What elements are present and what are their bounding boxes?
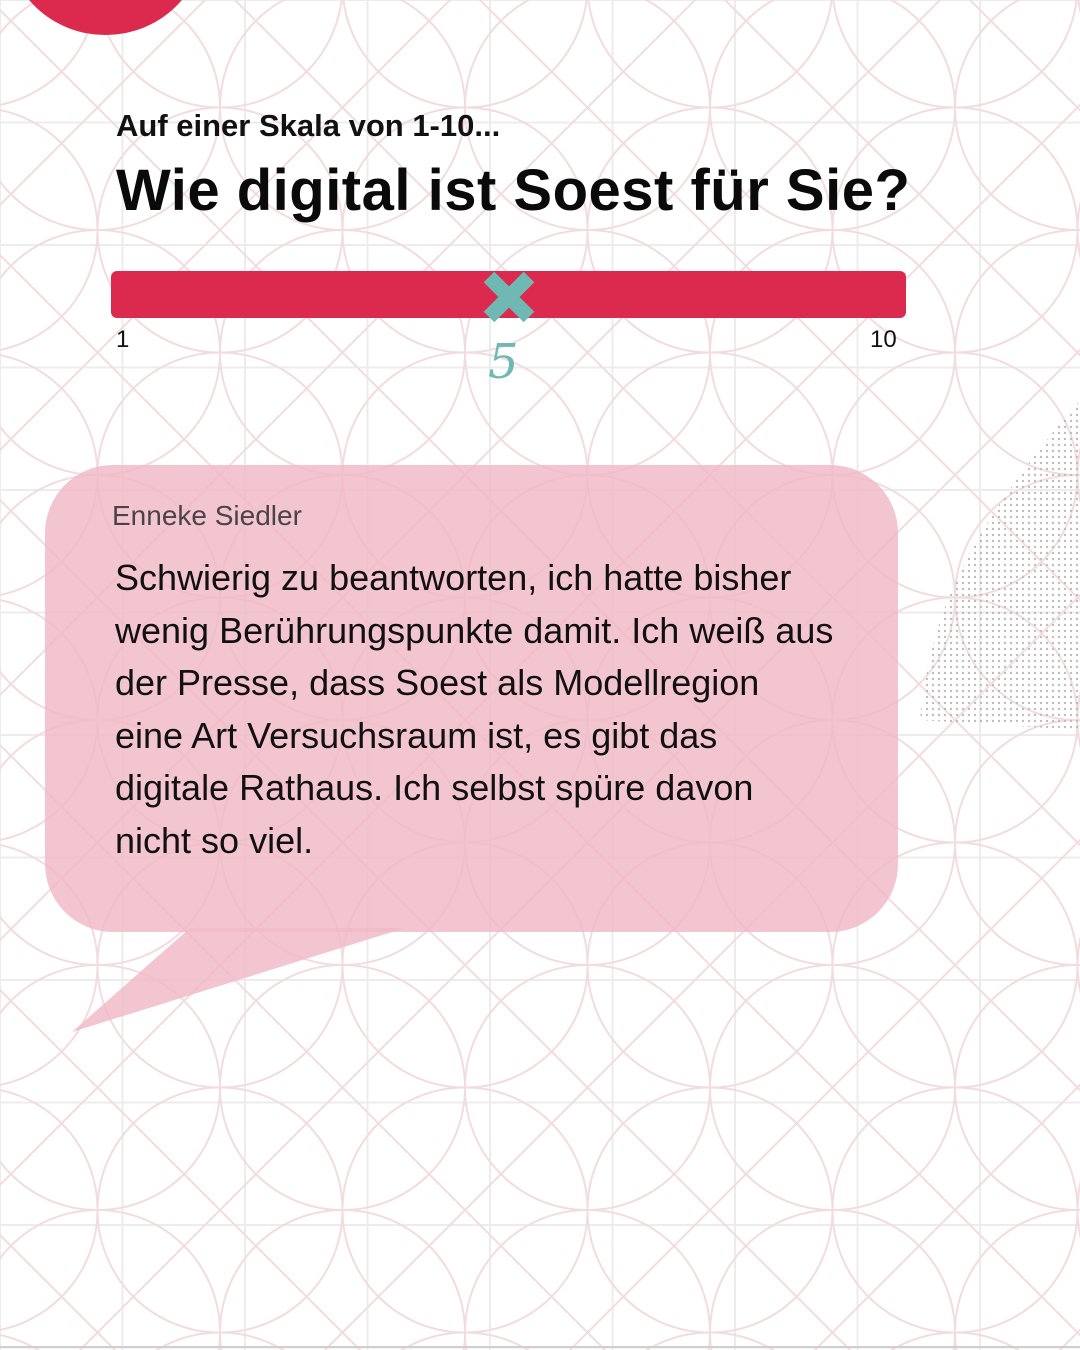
cross-icon [483, 271, 535, 323]
scale-max-label: 10 [870, 326, 897, 353]
bottom-divider [0, 1346, 1080, 1348]
quote-author: Enneke Siedler [112, 500, 302, 531]
question-subtitle: Auf einer Skala von 1-10... [116, 108, 501, 143]
question-headline: Wie digital ist Soest für Sie? [116, 158, 911, 223]
dot-pattern-decoration [920, 400, 1080, 730]
quote-text: Schwierig zu beantworten, ich hatte bish… [115, 557, 834, 861]
speech-bubble [45, 465, 898, 932]
scale-selected-value: 5 [488, 334, 519, 390]
scale-min-label: 1 [116, 326, 130, 353]
